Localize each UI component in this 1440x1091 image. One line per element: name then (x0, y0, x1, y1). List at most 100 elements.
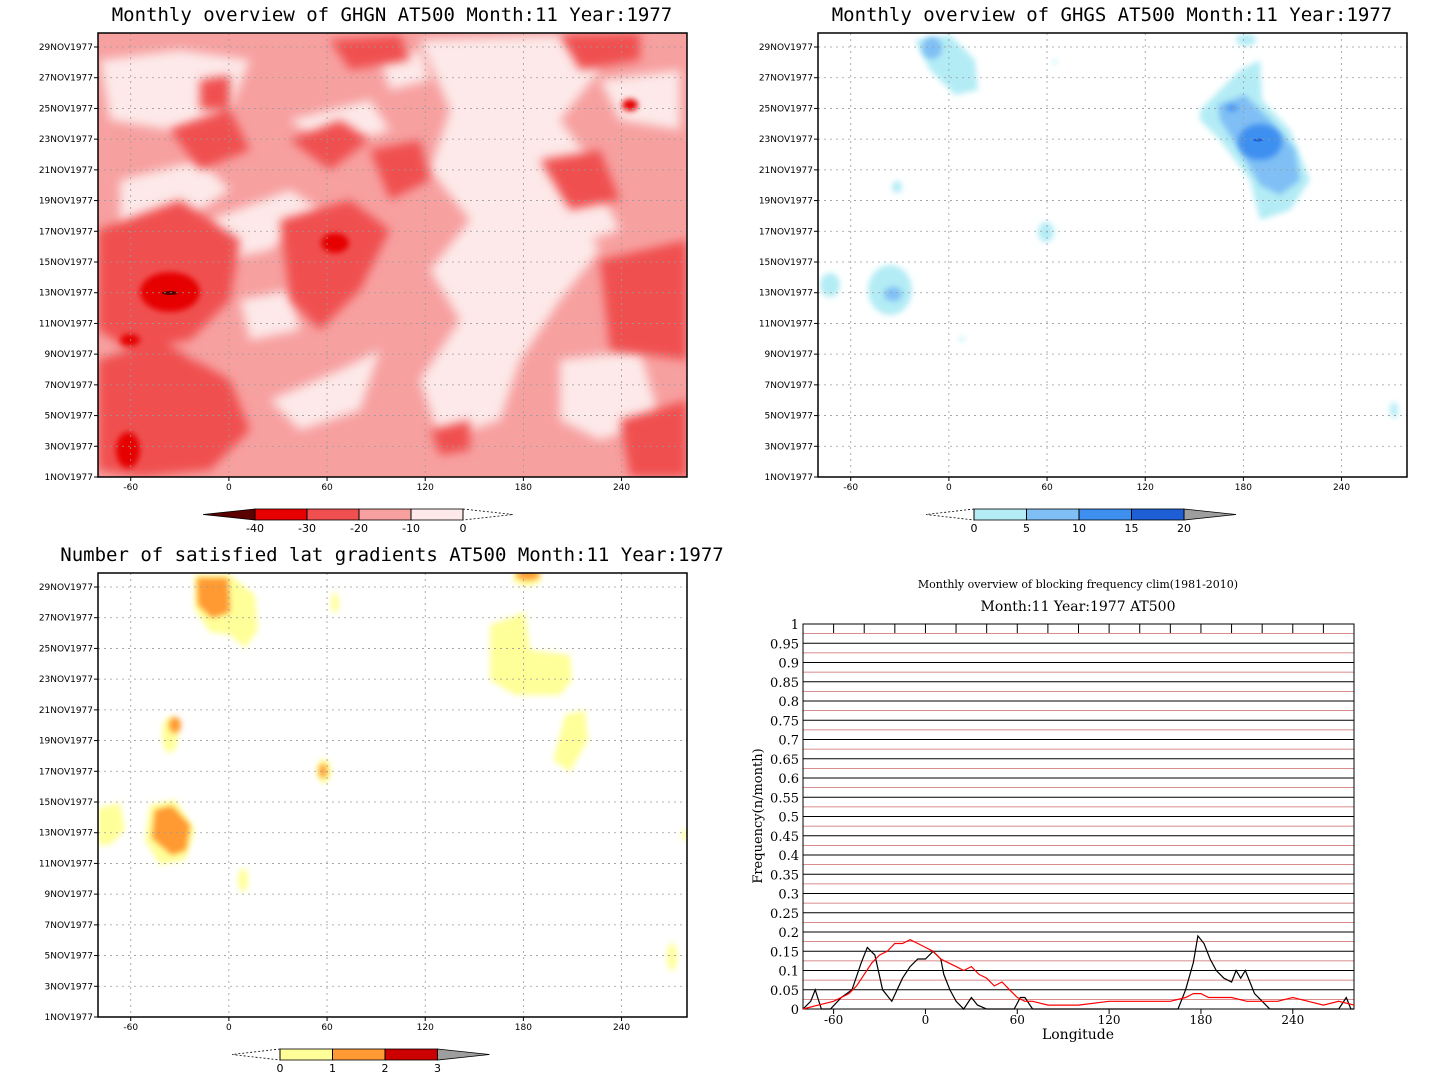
latgrad-ytick-label: 27NOV1977 (39, 614, 93, 624)
ghgs-background (818, 33, 1407, 477)
ghgn-title: Monthly overview of GHGN AT500 Month:11 … (112, 4, 673, 26)
freq-ytick-label: 0.2 (778, 926, 799, 941)
latgrad-value2-regions (152, 573, 540, 855)
ghgn-ytick-label: 27NOV1977 (39, 74, 93, 84)
latgrad-xtick-label: 120 (417, 1023, 434, 1033)
latgrad-ytick-label: 11NOV1977 (39, 859, 93, 869)
freq-ytick-label: 0.9 (778, 657, 799, 672)
ghgn-ytick-label: 9NOV1977 (45, 350, 93, 360)
latgrad-field (98, 573, 687, 1017)
ghgs-cb-segment (1131, 508, 1185, 521)
latgrad-cb-high-end (437, 1048, 490, 1061)
ghgs-title: Monthly overview of GHGS AT500 Month:11 … (832, 4, 1393, 26)
freq-ytick-label: 0.3 (778, 888, 799, 903)
freq-ytick-label: 0.05 (770, 984, 799, 999)
latgrad-ytick-label: 19NOV1977 (39, 737, 93, 747)
freq-xtick-label: 180 (1189, 1013, 1212, 1027)
ghgn-grid (98, 33, 687, 477)
latgrad-ytick-label: 21NOV1977 (39, 706, 93, 716)
latgrad-axes: -60 0 60 120 180 240 1NOV1977 3NOV1977 5NOV1977 7… (39, 583, 631, 1033)
freq-ytick-label: 0 (791, 1003, 799, 1018)
ghgs-xtick-label: 180 (1235, 483, 1252, 493)
ghgs-ytick-label: 27NOV1977 (759, 74, 813, 84)
ghgn-cb-label: -20 (350, 522, 368, 535)
latgrad-xtick-label: 60 (321, 1023, 333, 1033)
ghgn-cb-label: 0 (460, 522, 467, 535)
ghgs-ytick-label: 7NOV1977 (765, 381, 813, 391)
freq-ytick-label: 0.1 (778, 965, 799, 980)
ghgs-ytick-label: 25NOV1977 (759, 104, 813, 114)
ghgn-cb-label: -10 (402, 522, 420, 535)
ghgn-ytick-label: 1NOV1977 (45, 473, 93, 483)
ghgn-xtick-label: 180 (515, 483, 532, 493)
ghgs-ytick-label: 23NOV1977 (759, 135, 813, 145)
freq-ytick-label: 0.6 (778, 772, 799, 787)
ghgs-grid (818, 33, 1407, 477)
ghgs-ytick-label: 19NOV1977 (759, 197, 813, 207)
latgrad-ytick-label: 23NOV1977 (39, 675, 93, 685)
ghgn-cb-segment (306, 508, 360, 521)
freq-xtick-label: 60 (1010, 1013, 1025, 1027)
ghgs-strong-regions (1226, 105, 1282, 160)
freq-subtitle: Month:11 Year:1977 AT500 (981, 599, 1176, 615)
ghgn-cb-low-end (202, 508, 256, 521)
latgrad-ytick-label: 7NOV1977 (45, 921, 93, 931)
ghgn-frame (97, 32, 688, 478)
freq-ytick-label: 0.85 (770, 676, 799, 691)
latgrad-xtick-label: 240 (613, 1023, 630, 1033)
ghgs-ytick-label: 5NOV1977 (765, 412, 813, 422)
latgrad-background (98, 573, 687, 1017)
ghgn-xtick-label: 0 (226, 483, 232, 493)
freq-ytick-label: 0.35 (770, 868, 799, 883)
latgrad-ytick-label: 29NOV1977 (39, 583, 93, 593)
latgrad-ytick-label: 25NOV1977 (39, 644, 93, 654)
latgrad-ytick-label: 5NOV1977 (45, 952, 93, 962)
latgrad-cb-label: 1 (329, 1062, 336, 1075)
ghgs-field (818, 33, 1407, 477)
ghgs-cb-segment (973, 508, 1027, 521)
ghgs-frame (817, 32, 1408, 478)
ghgs-cb-label: 20 (1177, 522, 1191, 535)
latgrad-cb-label: 0 (277, 1062, 284, 1075)
ghgn-cb-label: -40 (246, 522, 264, 535)
freq-series-black-line (802, 934, 1354, 1010)
freq-xtick-label: -60 (824, 1013, 843, 1027)
ghgn-cb-segment (410, 508, 464, 521)
ghgn-ytick-label: 3NOV1977 (45, 442, 93, 452)
ghgs-ytick-label: 3NOV1977 (765, 442, 813, 452)
ghgs-xtick-label: 60 (1041, 483, 1053, 493)
latgrad-ytick-label: 15NOV1977 (39, 798, 93, 808)
freq-ytick-label: 0.65 (770, 753, 799, 768)
freq-series (802, 934, 1355, 1010)
latgrad-colorbar: 0 1 2 3 (231, 1048, 490, 1075)
latgrad-ytick-label: 13NOV1977 (39, 829, 93, 839)
ghgs-ytick-label: 13NOV1977 (759, 289, 813, 299)
panel-lat-gradients: Number of satisfied lat gradients AT500 … (39, 544, 724, 1075)
ghgs-cb-label: 0 (971, 522, 978, 535)
panel-blocking-frequency: Monthly overview of blocking frequency c… (751, 578, 1355, 1043)
ghgn-cb-segment (254, 508, 308, 521)
freq-ytick-label: 0.5 (778, 811, 799, 826)
ghgn-ytick-label: 11NOV1977 (39, 319, 93, 329)
panel-ghgs: Monthly overview of GHGS AT500 Month:11 … (759, 4, 1408, 535)
ghgs-cb-low-end (925, 508, 975, 521)
latgrad-ytick-label: 9NOV1977 (45, 890, 93, 900)
ghgn-ytick-label: 13NOV1977 (39, 289, 93, 299)
freq-ytick-label: 0.25 (770, 907, 799, 922)
freq-xtick-label: 240 (1281, 1013, 1304, 1027)
ghgn-xtick-label: 120 (417, 483, 434, 493)
ghgs-core (1253, 138, 1263, 142)
latgrad-xtick-label: -60 (123, 1023, 138, 1033)
ghgn-cb-high-end (462, 508, 514, 521)
panel-ghgn: Monthly overview of GHGN AT500 Month:11 … (39, 4, 688, 535)
ghgn-colorbar: -40 -30 -20 -10 0 (202, 508, 514, 535)
ghgs-xtick-label: 240 (1333, 483, 1350, 493)
ghgn-ytick-label: 23NOV1977 (39, 135, 93, 145)
ghgn-ytick-label: 17NOV1977 (39, 227, 93, 237)
ghgs-xtick-label: 0 (946, 483, 952, 493)
freq-ytick-label: 0.4 (778, 849, 799, 864)
ghgs-xtick-label: -60 (843, 483, 858, 493)
freq-ytick-label: 0.55 (770, 791, 799, 806)
ghgs-colorbar: 0 5 10 15 20 (925, 508, 1237, 535)
